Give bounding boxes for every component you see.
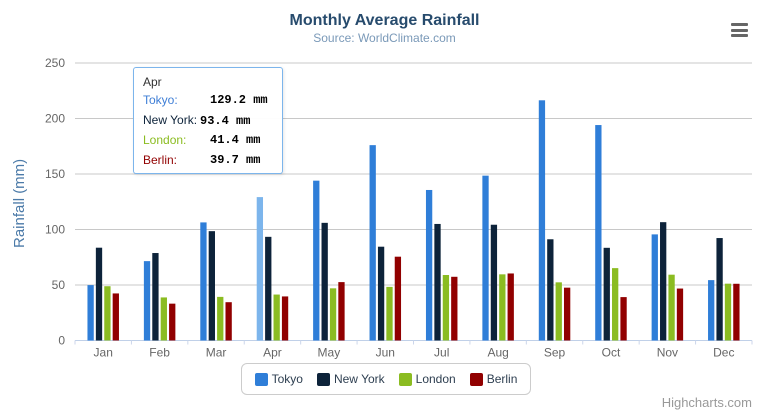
- svg-text:Nov: Nov: [657, 346, 678, 360]
- svg-text:Jun: Jun: [376, 346, 395, 360]
- svg-text:May: May: [318, 346, 341, 360]
- svg-text:250: 250: [45, 56, 65, 70]
- svg-text:200: 200: [45, 112, 65, 126]
- svg-text:0: 0: [58, 334, 65, 348]
- svg-text:Dec: Dec: [713, 346, 734, 360]
- svg-text:Oct: Oct: [602, 346, 621, 360]
- svg-text:Mar: Mar: [206, 346, 227, 360]
- svg-text:Jul: Jul: [434, 346, 449, 360]
- svg-text:Apr: Apr: [263, 346, 282, 360]
- svg-text:Aug: Aug: [487, 346, 508, 360]
- svg-text:Sep: Sep: [544, 346, 566, 360]
- svg-text:Feb: Feb: [149, 346, 170, 360]
- svg-text:100: 100: [45, 223, 65, 237]
- svg-text:Jan: Jan: [94, 346, 113, 360]
- svg-text:50: 50: [52, 278, 66, 292]
- svg-text:150: 150: [45, 167, 65, 181]
